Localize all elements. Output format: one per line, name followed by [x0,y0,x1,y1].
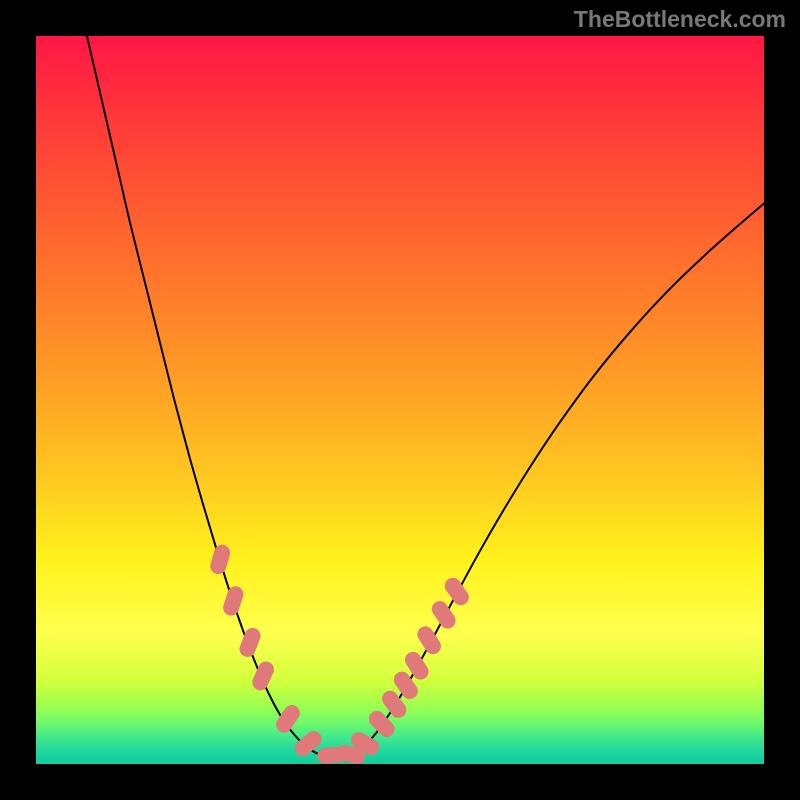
chart-svg [36,36,764,764]
plot-area [36,36,764,764]
watermark-text: TheBottleneck.com [574,6,786,33]
plot-background [36,36,764,764]
chart-container: TheBottleneck.com [0,0,800,800]
